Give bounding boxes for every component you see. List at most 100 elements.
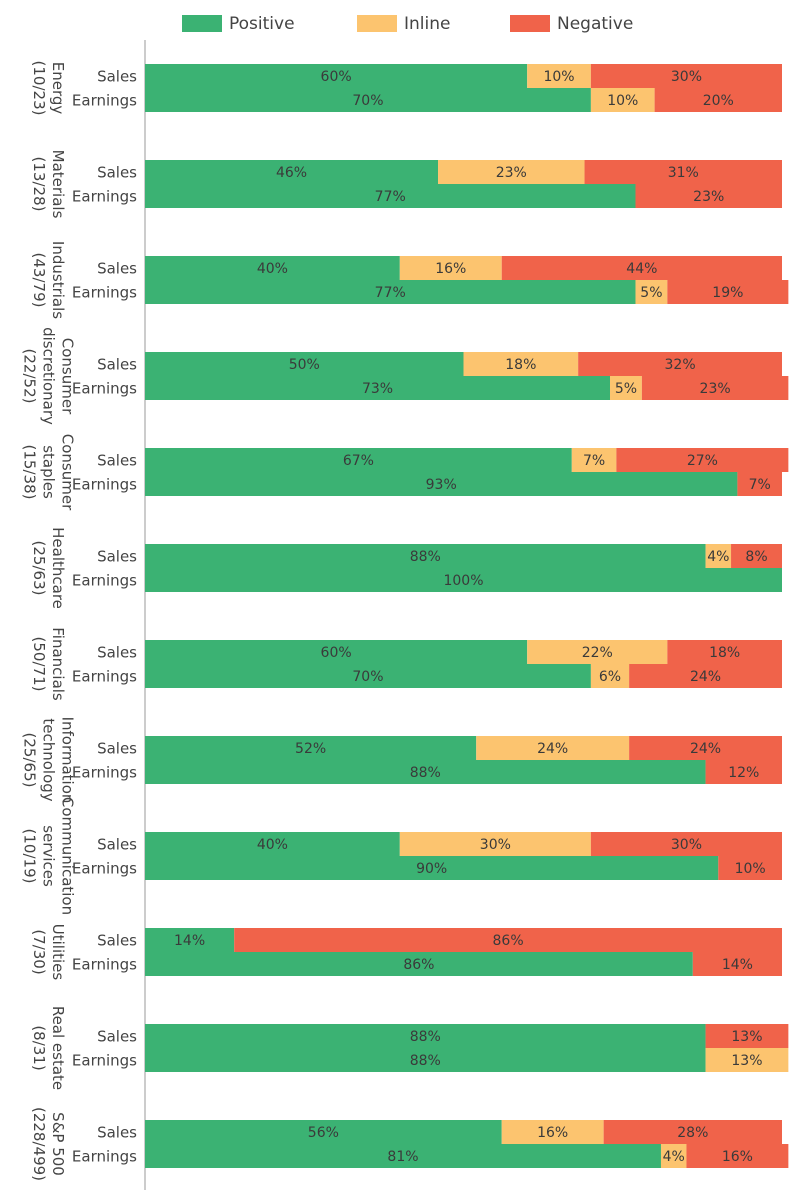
value-label: 24% [537,741,568,757]
bar-segment [667,280,789,304]
group-label: Utilities [49,924,67,981]
value-label: 10% [543,69,574,85]
group-label: Energy [49,62,67,115]
bar-segment [705,760,782,784]
bar-segment [145,352,464,376]
bar-segment [399,832,591,856]
bar-segment [145,664,591,688]
bar-segment [145,736,477,760]
value-label: 30% [480,837,511,853]
bar-segment [737,472,782,496]
value-label: 46% [276,165,307,181]
group-label: technology [40,718,58,801]
value-label: 60% [321,69,352,85]
bar-segment [463,352,579,376]
value-label: 5% [640,285,662,301]
bar-segment [705,1024,789,1048]
bar-segment [145,376,611,400]
group-label: (43/79) [30,253,48,308]
legend-label: Negative [557,14,633,34]
value-label: 28% [677,1125,708,1141]
bar-segment [641,376,789,400]
row-label: Earnings [72,1052,137,1070]
value-label: 86% [403,957,434,973]
row-label: Earnings [72,188,137,206]
bar-segment [145,1024,706,1048]
bar-segment [438,160,585,184]
bar-segment [686,1144,789,1168]
bar-segment [399,256,502,280]
bar-segment [145,1120,502,1144]
value-label: 16% [537,1125,568,1141]
value-label: 14% [174,933,205,949]
bar-segment [145,568,782,592]
value-label: 70% [352,93,383,109]
value-label: 23% [496,165,527,181]
value-label: 27% [687,453,718,469]
value-label: 13% [731,1053,762,1069]
bar-segment [501,256,782,280]
bar-segment [705,1048,789,1072]
group-label: (228/499) [30,1107,48,1181]
value-label: 88% [410,765,441,781]
value-label: 67% [343,453,374,469]
bar-segment [145,640,528,664]
group-label: discretionary [40,327,58,425]
value-label: 81% [387,1149,418,1165]
value-label: 88% [410,1053,441,1069]
value-label: 12% [728,765,759,781]
group-label: services [40,825,58,887]
bar-segment [145,64,528,88]
value-label: 18% [709,645,740,661]
bar-segment [145,1144,661,1168]
group-label: (15/38) [21,445,39,500]
row-label: Sales [97,356,137,374]
group-label: (50/71) [30,637,48,692]
value-label: 16% [435,261,466,277]
row-label: Earnings [72,1148,137,1166]
bar-segment [527,64,591,88]
row-label: Sales [97,1124,137,1142]
value-label: 70% [352,669,383,685]
bar-segment [590,88,655,112]
legend-label: Positive [229,14,295,34]
legend-swatch [182,15,222,32]
value-label: 40% [257,261,288,277]
bar-segment [476,736,630,760]
bar-segment [731,544,782,568]
group-label: Materials [49,150,67,219]
bar-segment [145,472,738,496]
value-label: 77% [375,189,406,205]
value-label: 93% [426,477,457,493]
group-label: S&P 500 [49,1112,67,1176]
group-label: Industrials [49,241,67,319]
value-label: 10% [735,861,766,877]
value-label: 30% [671,69,702,85]
bar-segment [584,160,782,184]
bar-segment [590,832,782,856]
row-label: Sales [97,932,137,950]
group-label: staples [40,445,58,499]
value-label: 22% [582,645,613,661]
group-label: Information [59,717,77,804]
row-label: Earnings [72,284,137,302]
value-label: 5% [615,381,637,397]
value-label: 14% [722,957,753,973]
row-label: Earnings [72,380,137,398]
value-label: 4% [707,549,729,565]
value-label: 32% [665,357,696,373]
value-label: 86% [493,933,524,949]
value-label: 23% [700,381,731,397]
bar-segment [145,832,400,856]
value-label: 24% [690,741,721,757]
value-label: 44% [626,261,657,277]
group-label: (10/19) [21,829,39,884]
bar-segment [718,856,782,880]
bar-segment [692,952,782,976]
value-label: 77% [375,285,406,301]
value-label: 40% [257,837,288,853]
bar-segment [234,928,782,952]
value-label: 13% [731,1029,762,1045]
